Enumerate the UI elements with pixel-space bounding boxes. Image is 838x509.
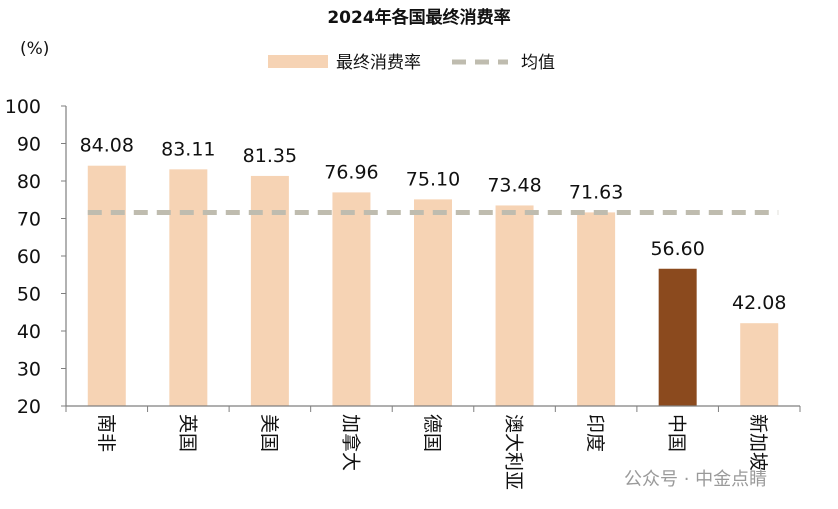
legend-swatch-bar: [268, 55, 328, 68]
value-label: 81.35: [243, 145, 297, 167]
category-labels: 南非 英国 美国 加拿大 德国 澳大利亚 印度 中国 新加坡: [95, 414, 769, 490]
category-label: 中国: [666, 414, 688, 452]
value-label: 71.63: [569, 181, 623, 203]
category-label: 澳大利亚: [503, 414, 525, 490]
legend-label-bar: 最终消费率: [336, 53, 421, 73]
y-tick-label: 100: [5, 96, 41, 118]
category-label: 德国: [421, 414, 443, 452]
category-label: 英国: [176, 414, 198, 452]
bars: [87, 165, 779, 406]
bar: [658, 268, 697, 406]
y-unit-label: (%): [20, 39, 49, 59]
y-tick-label: 20: [17, 396, 41, 418]
category-label: 南非: [95, 414, 117, 452]
y-tick-label: 90: [17, 134, 41, 156]
bar: [577, 212, 616, 406]
value-label: 56.60: [650, 238, 704, 260]
bar: [495, 205, 534, 406]
y-tick-label: 50: [17, 284, 41, 306]
y-tick-label: 40: [17, 321, 41, 343]
watermark-text: 公众号 · 中金点睛: [624, 469, 767, 490]
chart-title: 2024年各国最终消费率: [327, 7, 510, 28]
value-label: 73.48: [487, 174, 541, 196]
value-labels: 84.08 83.11 81.35 76.96 75.10 73.48 71.63 56.60…: [80, 135, 787, 315]
y-tick-label: 80: [17, 171, 41, 193]
value-label: 75.10: [406, 168, 460, 190]
category-label: 美国: [258, 414, 280, 452]
bar: [414, 199, 452, 406]
y-axis-ticks: 20 30 40 50 60 70 80 90 100: [5, 96, 41, 418]
category-label: 印度: [584, 414, 606, 452]
bar: [332, 192, 371, 406]
bar: [740, 323, 779, 406]
legend: 最终消费率 均值: [268, 53, 555, 73]
category-label: 加拿大: [339, 414, 362, 471]
bar: [169, 169, 208, 406]
legend-label-mean: 均值: [521, 53, 555, 73]
value-label: 42.08: [732, 292, 786, 314]
y-tick-label: 30: [17, 359, 41, 381]
bar: [87, 165, 126, 406]
y-tick-label: 60: [17, 246, 41, 268]
category-label: 新加坡: [747, 414, 769, 471]
value-label: 76.96: [324, 161, 378, 183]
value-label: 83.11: [161, 138, 215, 160]
value-label: 84.08: [80, 135, 134, 157]
y-tick-label: 70: [17, 209, 41, 231]
axes: [61, 105, 801, 412]
